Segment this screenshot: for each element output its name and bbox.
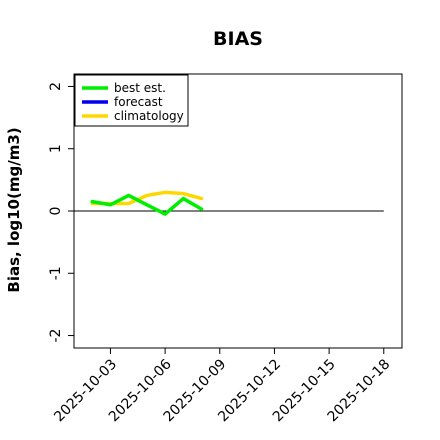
legend-entry: best est. — [114, 81, 166, 95]
y-axis-label: Bias, log10(mg/m3) — [5, 127, 23, 292]
chart-title: BIAS — [213, 28, 263, 50]
y-tick-label: 1 — [48, 144, 64, 153]
series-line-best-est — [90, 193, 204, 216]
y-tick-label: 2 — [48, 82, 64, 91]
y-tick-label: -2 — [48, 329, 64, 343]
y-tick-label: -1 — [48, 266, 64, 280]
legend-entry: forecast — [114, 95, 163, 109]
legend-entry: climatology — [114, 109, 184, 123]
y-tick-label: 0 — [48, 207, 64, 216]
